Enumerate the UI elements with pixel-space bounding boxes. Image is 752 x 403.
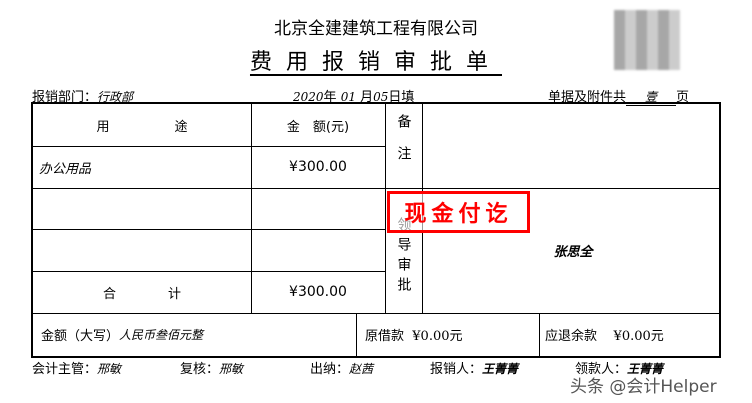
form-title: 费用报销审批单: [249, 50, 502, 75]
month-unit: 月: [360, 90, 374, 105]
year: 2020: [293, 90, 324, 104]
dept-label: 报销部门：: [32, 90, 98, 105]
attach-unit: 页: [676, 90, 690, 105]
capital-label: 金额（大写）: [41, 329, 120, 344]
header-amount: 金 额(元): [286, 119, 350, 135]
day: 05: [373, 90, 389, 104]
row-amount: ¥300.00: [289, 159, 347, 175]
header-purpose: 用 途: [96, 119, 188, 135]
approval-label: 领导审批: [395, 216, 412, 297]
receiver: 领款人：王菁菁: [575, 358, 663, 377]
capital-value: 人民币叁佰元整: [119, 328, 204, 342]
loan-value: ¥0.00元: [412, 329, 463, 344]
month: 01: [340, 90, 356, 104]
accountant-value: 邢敏: [97, 362, 122, 376]
attachments: 单据及附件共壹页: [548, 86, 689, 106]
receiver-label: 领款人：: [575, 362, 628, 377]
total-label: 合 计: [102, 286, 181, 302]
original-loan: 原借款 ¥0.00元: [365, 313, 539, 356]
refund-value: ¥0.00元: [613, 329, 664, 344]
refund-label: 应退余款: [545, 329, 598, 344]
remarks-label: 备注: [395, 114, 412, 178]
reviewer-value: 邢敏: [219, 362, 244, 376]
dept-value: 行政部: [97, 90, 134, 104]
expense-table: 用 途 金 额(元) 备注 办公用品 ¥300.00 领导审批 张思全 合 计 …: [31, 102, 721, 358]
loan-label: 原借款: [365, 329, 405, 344]
cashier-label: 出纳：: [310, 362, 350, 377]
claimant-label: 报销人：: [430, 362, 483, 377]
accountant: 会计主管：邢敏: [32, 358, 121, 377]
year-unit: 年: [323, 90, 337, 105]
cashier: 出纳：赵茜: [310, 358, 373, 377]
attach-label: 单据及附件共: [548, 90, 627, 105]
refund-balance: 应退余款 ¥0.00元: [545, 313, 719, 356]
reviewer: 复核：邢敏: [180, 358, 243, 377]
watermark: 头条 @会计Helper: [570, 377, 717, 397]
claimant-value: 王菁菁: [482, 362, 519, 376]
receiver-value: 王菁菁: [627, 362, 664, 376]
row-purpose: 办公用品: [39, 161, 92, 177]
reviewer-label: 复核：: [180, 362, 220, 377]
approver-signature: 张思全: [553, 244, 593, 260]
cashier-value: 赵茜: [349, 362, 374, 376]
day-unit: 日填: [388, 90, 415, 105]
capital-amount: 金额（大写） 人民币叁佰元整: [41, 313, 356, 356]
accountant-label: 会计主管：: [32, 362, 98, 377]
fill-date: 2020年 01 月05日填: [293, 86, 414, 105]
department: 报销部门：行政部: [32, 86, 133, 105]
total-amount: ¥300.00: [289, 284, 347, 300]
qr-code-icon: [614, 10, 680, 70]
attach-value: 壹: [626, 88, 677, 106]
claimant: 报销人：王菁菁: [430, 358, 518, 377]
cash-paid-stamp: 现金付讫: [387, 191, 530, 233]
company-name: 北京全建建筑工程有限公司: [274, 19, 478, 39]
